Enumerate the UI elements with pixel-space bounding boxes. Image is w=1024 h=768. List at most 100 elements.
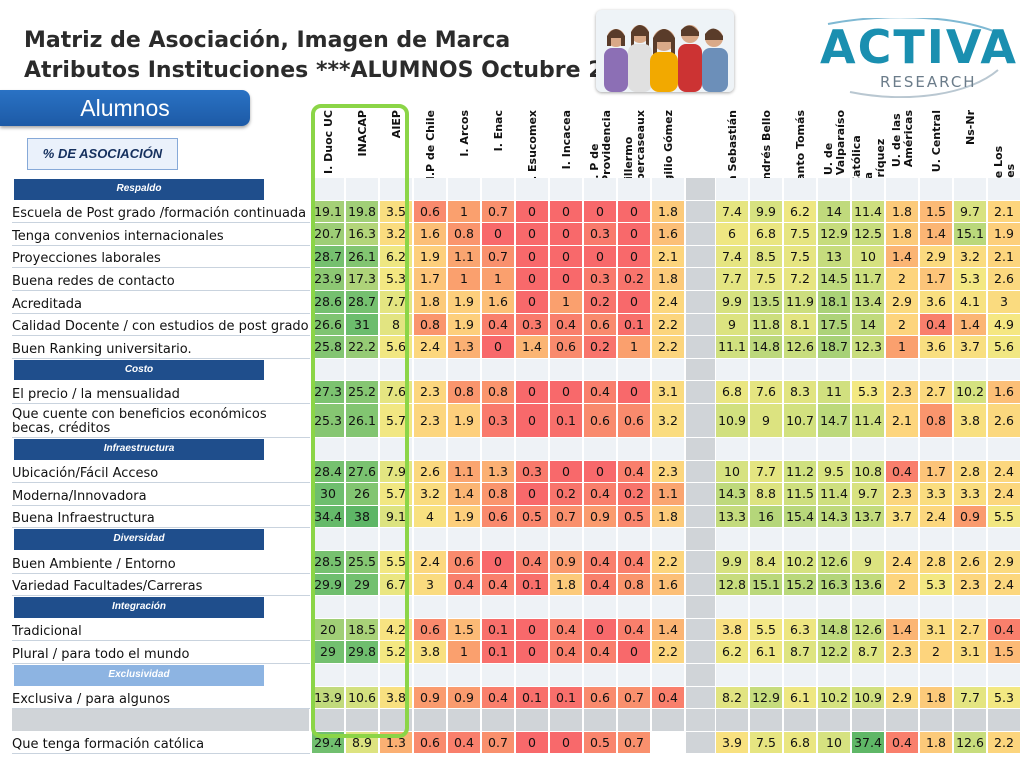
empty-cell <box>886 528 919 551</box>
separator-column <box>686 245 716 269</box>
value-cell: 8.5 <box>750 245 783 269</box>
column-header-label: INACAP <box>355 110 369 157</box>
value-cell: 6.2 <box>784 200 817 224</box>
value-cell: 1.8 <box>414 291 447 314</box>
row-label: Ubicación/Fácil Acceso <box>12 461 310 484</box>
value-cell: 0.6 <box>584 686 617 710</box>
empty-cell <box>346 709 379 732</box>
value-cell: 2.4 <box>920 505 953 529</box>
value-cell: 8.1 <box>784 313 817 337</box>
empty-cell <box>716 709 749 732</box>
empty-cell <box>716 528 749 551</box>
empty-cell <box>414 438 447 461</box>
value-cell: 7.4 <box>716 245 749 269</box>
value-cell: 10.8 <box>852 460 885 484</box>
value-cell: 1 <box>448 200 481 224</box>
empty-cell <box>954 664 987 687</box>
value-cell: 3.6 <box>920 291 953 314</box>
value-cell: 0.4 <box>550 641 583 664</box>
empty-cell <box>784 438 817 461</box>
value-cell: 0.8 <box>482 381 515 404</box>
value-cell: 3 <box>988 291 1021 314</box>
value-cell: 0.7 <box>482 200 515 224</box>
value-cell: 1 <box>886 336 919 359</box>
value-cell: 1.5 <box>988 641 1021 664</box>
value-cell: 6.3 <box>784 618 817 642</box>
empty-cell <box>852 664 885 687</box>
value-cell: 12.6 <box>852 618 885 642</box>
empty-cell <box>448 438 481 461</box>
value-cell: 0 <box>516 641 549 664</box>
empty-cell <box>652 596 685 619</box>
value-cell: 0.5 <box>584 731 617 755</box>
separator-column <box>686 596 716 619</box>
value-cell: 6 <box>716 223 749 246</box>
value-cell: 13.3 <box>716 505 749 529</box>
value-cell: 0 <box>550 200 583 224</box>
empty-cell <box>784 178 817 201</box>
value-cell: 0 <box>550 381 583 404</box>
value-cell: 0 <box>482 223 515 246</box>
empty-cell <box>818 596 851 619</box>
value-cell: 0.6 <box>618 404 651 438</box>
value-cell: 5.2 <box>380 641 413 664</box>
value-cell: 20 <box>312 618 345 642</box>
empty-cell <box>784 528 817 551</box>
empty-cell <box>448 528 481 551</box>
value-cell: 11 <box>818 381 851 404</box>
value-cell: 2.1 <box>886 404 919 438</box>
value-cell: 6.8 <box>784 731 817 755</box>
value-cell: 0.1 <box>482 618 515 642</box>
column-header-label: I. Incacea <box>559 110 573 170</box>
value-cell: 3.7 <box>886 505 919 529</box>
value-cell: 1.1 <box>448 245 481 269</box>
value-cell: 2.8 <box>954 460 987 484</box>
separator-column <box>686 404 716 438</box>
value-cell: 2.4 <box>988 460 1021 484</box>
empty-cell <box>818 528 851 551</box>
empty-cell <box>448 709 481 732</box>
separator-column <box>686 381 716 404</box>
value-cell: 0.4 <box>584 573 617 597</box>
category-header: Infraestructura <box>14 439 264 460</box>
empty-cell <box>988 709 1021 732</box>
separator-column <box>686 618 716 642</box>
value-cell: 16.3 <box>346 223 379 246</box>
empty-cell <box>750 596 783 619</box>
value-cell: 0 <box>516 200 549 224</box>
separator-column <box>686 483 716 506</box>
empty-cell <box>584 178 617 201</box>
value-cell: 2.9 <box>886 686 919 710</box>
empty-cell <box>516 709 549 732</box>
value-cell: 37.4 <box>852 731 885 755</box>
separator-column <box>686 336 716 359</box>
value-cell: 2.1 <box>988 200 1021 224</box>
value-cell: 12.2 <box>818 641 851 664</box>
value-cell: 1 <box>550 291 583 314</box>
value-cell: 2.9 <box>886 291 919 314</box>
separator-column <box>686 641 716 664</box>
value-cell: 1.9 <box>988 223 1021 246</box>
value-cell: 0.9 <box>414 686 447 710</box>
value-cell: 0.6 <box>584 404 617 438</box>
empty-cell <box>482 528 515 551</box>
value-cell: 3.8 <box>716 618 749 642</box>
separator-column <box>686 664 716 687</box>
value-cell: 5.3 <box>380 268 413 291</box>
value-cell: 10 <box>818 731 851 755</box>
value-cell: 2.3 <box>886 483 919 506</box>
empty-cell <box>920 178 953 201</box>
value-cell: 1.9 <box>414 245 447 269</box>
value-cell: 26.1 <box>346 245 379 269</box>
value-cell: 1.8 <box>550 573 583 597</box>
empty-cell <box>550 528 583 551</box>
row-label: Exclusiva / para algunos <box>12 687 310 710</box>
value-cell: 29.4 <box>312 731 345 755</box>
value-cell: 1.8 <box>920 731 953 755</box>
value-cell: 14.8 <box>818 618 851 642</box>
value-cell: 12.9 <box>750 686 783 710</box>
value-cell: 0 <box>516 245 549 269</box>
value-cell: 5.6 <box>380 336 413 359</box>
empty-cell <box>482 664 515 687</box>
empty-cell <box>716 664 749 687</box>
